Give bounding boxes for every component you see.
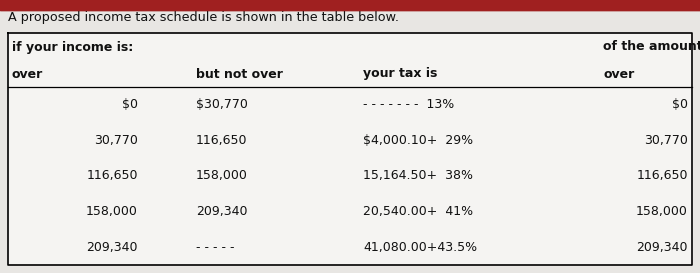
Text: 116,650: 116,650 xyxy=(87,170,138,182)
Text: over: over xyxy=(603,67,634,81)
Text: A proposed income tax schedule is shown in the table below.: A proposed income tax schedule is shown … xyxy=(8,10,399,23)
Text: $0: $0 xyxy=(672,98,688,111)
Text: over: over xyxy=(12,67,43,81)
Text: $30,770: $30,770 xyxy=(196,98,248,111)
Text: 158,000: 158,000 xyxy=(196,170,248,182)
Text: 20,540.00+  41%: 20,540.00+ 41% xyxy=(363,205,473,218)
Text: 30,770: 30,770 xyxy=(644,134,688,147)
Text: - - - - -: - - - - - xyxy=(196,241,235,254)
Text: if your income is:: if your income is: xyxy=(12,40,133,54)
Text: but not over: but not over xyxy=(196,67,283,81)
Text: 209,340: 209,340 xyxy=(636,241,688,254)
Text: 116,650: 116,650 xyxy=(196,134,248,147)
Text: of the amount: of the amount xyxy=(603,40,700,54)
Text: - - - - - - -  13%: - - - - - - - 13% xyxy=(363,98,454,111)
Text: 30,770: 30,770 xyxy=(94,134,138,147)
Text: 15,164.50+  38%: 15,164.50+ 38% xyxy=(363,170,473,182)
Text: 158,000: 158,000 xyxy=(86,205,138,218)
Text: 41,080.00+43.5%: 41,080.00+43.5% xyxy=(363,241,477,254)
Text: $4,000.10+  29%: $4,000.10+ 29% xyxy=(363,134,473,147)
Text: 209,340: 209,340 xyxy=(196,205,248,218)
Text: 116,650: 116,650 xyxy=(636,170,688,182)
Text: $0: $0 xyxy=(122,98,138,111)
Text: 158,000: 158,000 xyxy=(636,205,688,218)
Text: 209,340: 209,340 xyxy=(87,241,138,254)
Text: your tax is: your tax is xyxy=(363,67,438,81)
